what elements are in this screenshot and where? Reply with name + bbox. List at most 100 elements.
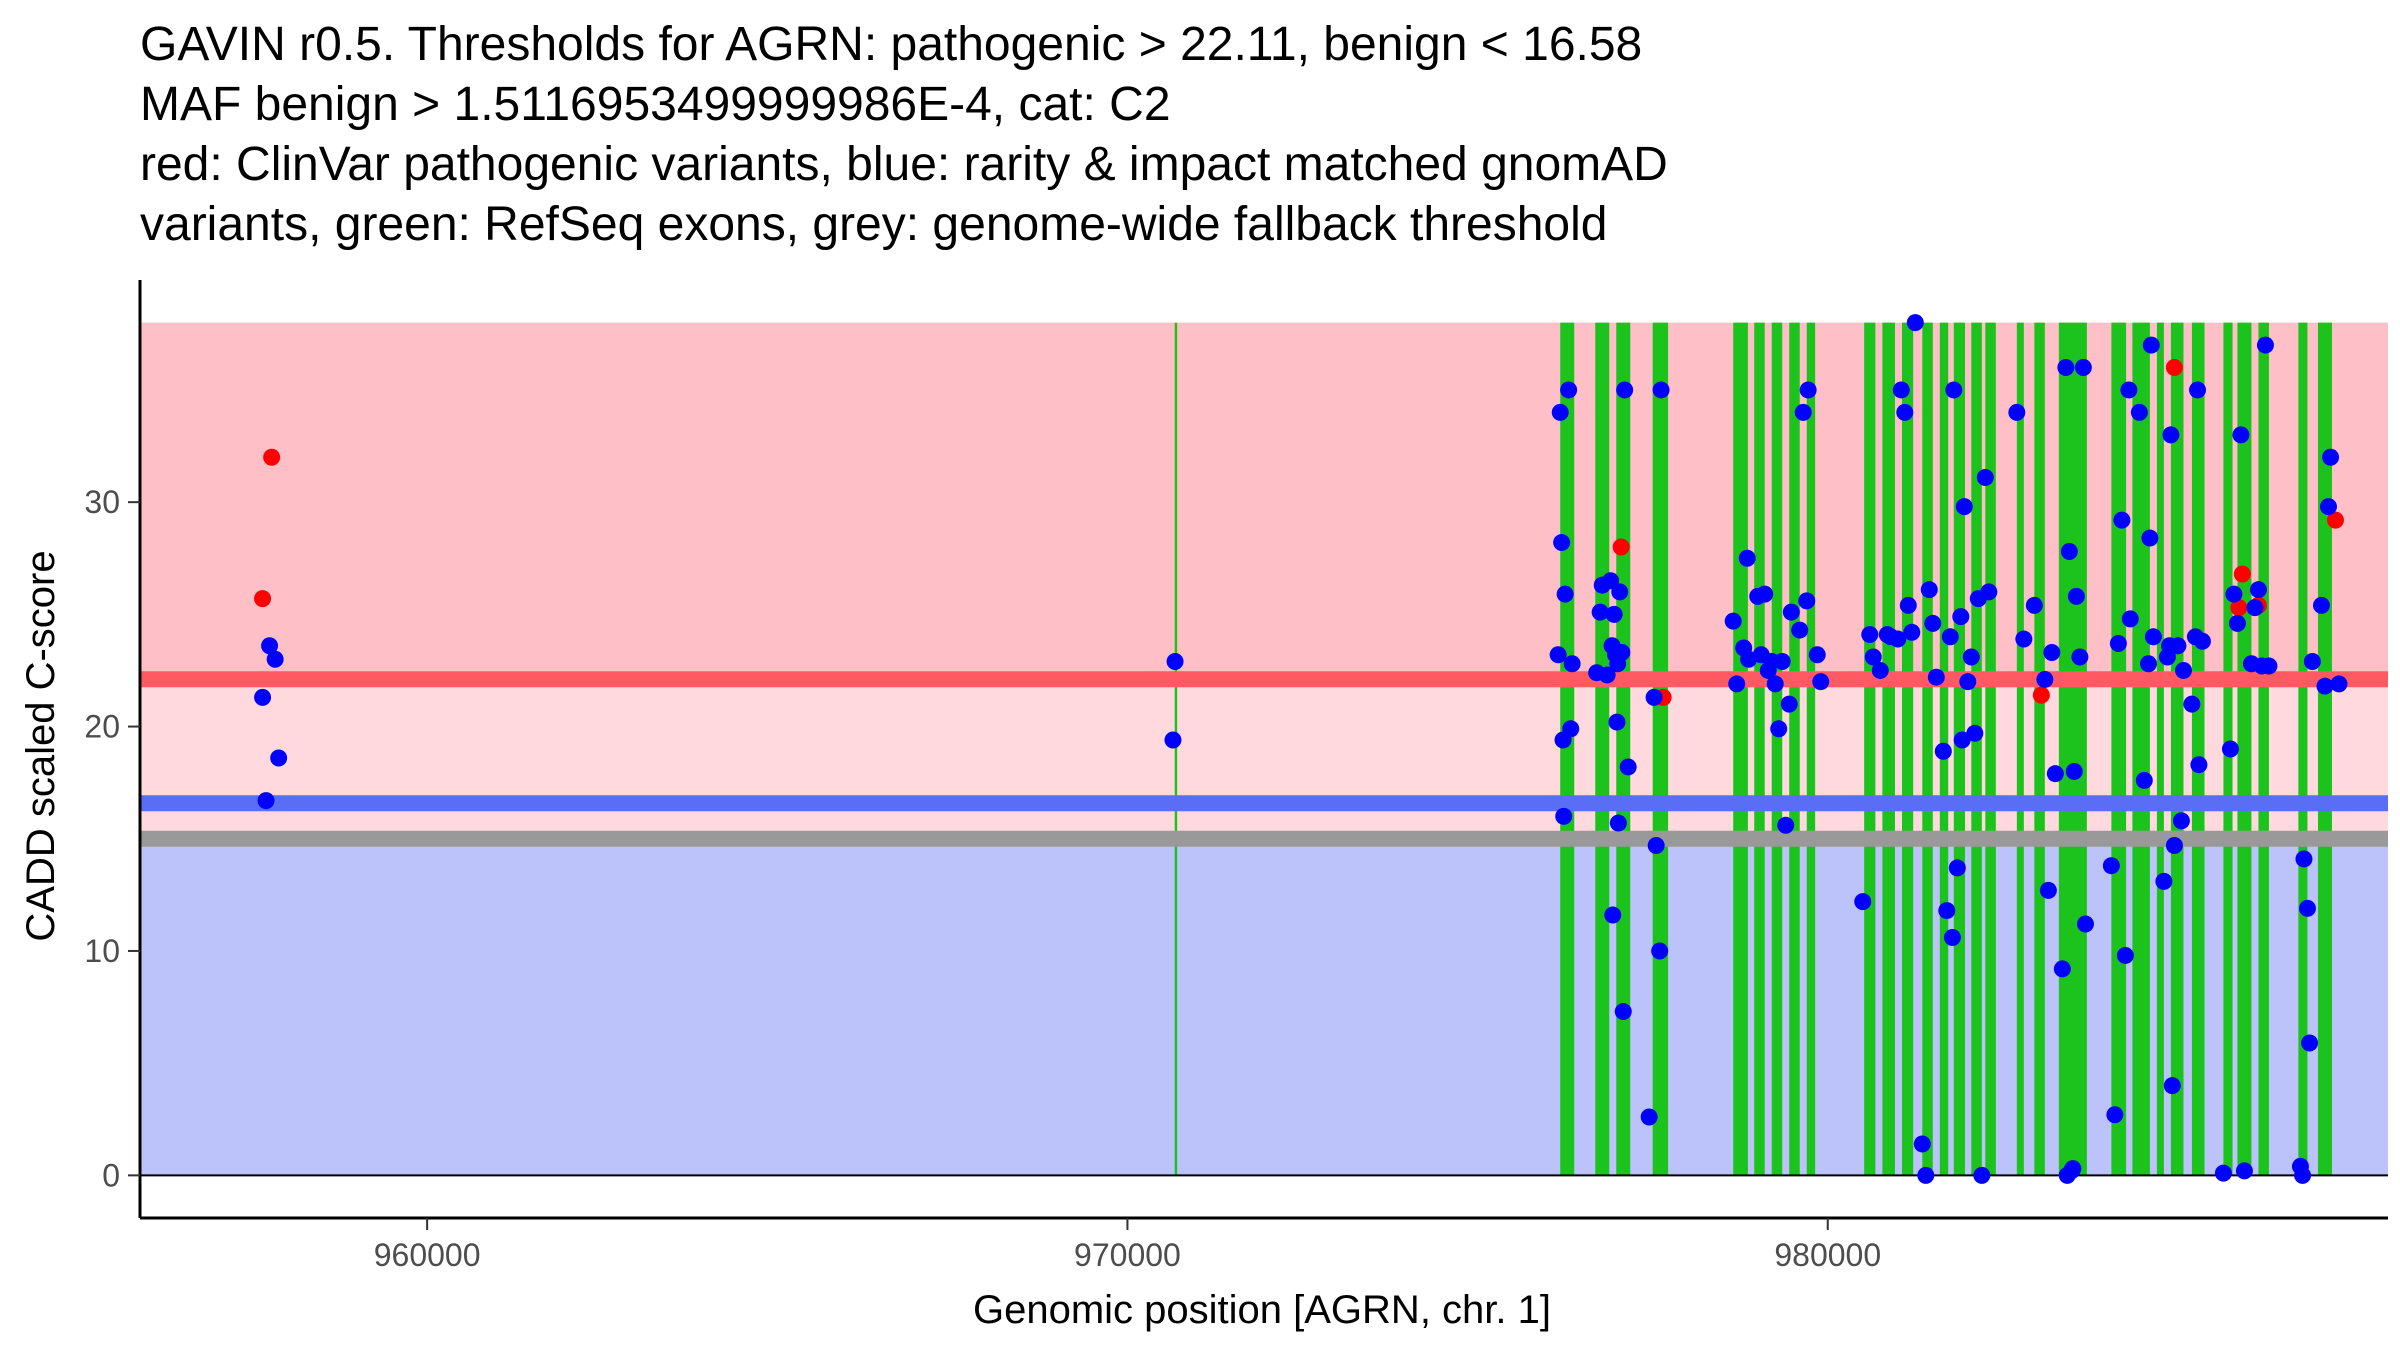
clinvar-point [2233, 565, 2251, 583]
gnomad-point [1896, 403, 1914, 421]
gnomad-point [1966, 724, 1984, 742]
exon-bar [1985, 322, 1996, 1176]
plot-area: 0 10 20 30 960000 970000 980000 [84, 280, 2388, 1273]
gnomad-point [2228, 614, 2246, 632]
gnomad-point [1798, 592, 1816, 610]
gnomad-point [2046, 765, 2064, 783]
gnomad-point [1605, 605, 1623, 623]
exon-bar [2016, 322, 2024, 1176]
gnomad-point [2193, 632, 2211, 650]
gnomad-point [2141, 529, 2159, 547]
gnomad-point [2120, 381, 2138, 399]
gnomad-point [1777, 816, 1795, 834]
gnomad-point [1549, 646, 1567, 664]
gnomad-point [2221, 740, 2239, 758]
gnomad-point [1556, 585, 1574, 603]
exon-bar [1733, 322, 1748, 1176]
gnomad-point [2301, 1034, 2319, 1052]
x-tick-label: 980000 [1774, 1237, 1881, 1273]
gnomad-point [1619, 758, 1637, 776]
gnomad-point [1553, 534, 1571, 552]
gnomad-point [1555, 807, 1573, 825]
gnomad-point [2294, 1166, 2312, 1184]
gnomad-point [1613, 644, 1631, 662]
gnomad-point [1948, 859, 1966, 877]
x-axis-label: Genomic position [AGRN, chr. 1] [973, 1288, 1551, 1332]
gnomad-point [1651, 942, 1669, 960]
gnomad-point [1773, 652, 1791, 670]
gnomad-point [261, 637, 279, 655]
exon-bar [1595, 322, 1610, 1176]
gnomad-point [1903, 623, 1921, 641]
gnomad-point [1598, 666, 1616, 684]
gnomad-point [1756, 585, 1774, 603]
y-tick-label: 10 [84, 933, 120, 969]
gnomad-point [1808, 646, 1826, 664]
gnomad-point [1864, 648, 1882, 666]
gnomad-point [1953, 731, 1971, 749]
clinvar-point [263, 448, 281, 466]
y-tick-label: 30 [84, 484, 120, 520]
gnomad-point [1889, 630, 1907, 648]
exon-bar [2170, 322, 2184, 1176]
gnomad-point [1906, 314, 1924, 332]
gnomad-point [2162, 426, 2180, 444]
gnomad-point [1560, 381, 1578, 399]
title-line-2: MAF benign > 1.5116953499999986E-4, cat:… [140, 78, 1171, 131]
gnomad-point [1604, 906, 1622, 924]
exon-bar [2191, 322, 2205, 1176]
gnomad-point [2232, 426, 2250, 444]
gnomad-point [2298, 899, 2316, 917]
exon-bar [1901, 322, 1914, 1176]
gnomad-point [1941, 628, 1959, 646]
exon-bar [1971, 322, 1982, 1176]
gnomad-point [2319, 498, 2337, 516]
gnomad-point [2130, 403, 2148, 421]
gnomad-point [2076, 915, 2094, 933]
gnomad-point [2116, 946, 2134, 964]
gnomad-point [1854, 893, 1872, 911]
gnomad-point [1614, 1003, 1632, 1021]
gnomad-point [2155, 872, 2173, 890]
gnomad-point [1913, 1135, 1931, 1153]
gnomad-point [2139, 655, 2157, 673]
gnomad-point [2165, 836, 2183, 854]
gnomad-point [2106, 1106, 2124, 1124]
gnomad-point [1652, 381, 1670, 399]
title-line-1: GAVIN r0.5. Thresholds for AGRN: pathoge… [140, 18, 1642, 71]
exon-bar [2258, 322, 2269, 1176]
gnomad-point [2113, 511, 2131, 529]
gnomad-point [1943, 928, 1961, 946]
gnomad-point [2102, 857, 2120, 875]
gnomad-point [1934, 742, 1952, 760]
gnomad-point [2246, 599, 2264, 617]
gnomad-point [2249, 581, 2267, 599]
gnomad-point [2060, 543, 2078, 561]
gnomad-point [266, 650, 284, 668]
gnomad-point [2163, 1077, 2181, 1095]
gnomad-point [1562, 720, 1580, 738]
gnomad-point [2214, 1164, 2232, 1182]
exon-bar [2132, 322, 2150, 1176]
gnomad-point [2183, 695, 2201, 713]
gnomad-point [1770, 720, 1788, 738]
chart-title: GAVIN r0.5. Thresholds for AGRN: pathoge… [140, 18, 1668, 251]
gnomad-point [1791, 621, 1809, 639]
benign-region [140, 838, 2388, 1176]
gnomad-point [1609, 814, 1627, 832]
exon-bar [2237, 322, 2252, 1176]
gnomad-point [1871, 661, 1889, 679]
gnomad-point [1645, 688, 1663, 706]
y-tick-label: 0 [102, 1157, 120, 1193]
gnomad-point [1812, 673, 1830, 691]
exon-bar [1174, 322, 1178, 1176]
gnomad-point [2135, 771, 2153, 789]
pathogenic-region [140, 322, 2388, 680]
exon-bar [2317, 322, 2332, 1176]
gnomad-point [1728, 675, 1746, 693]
gnomad-point [2260, 657, 2278, 675]
gnomad-point [1166, 652, 1184, 670]
gnomad-point [2053, 960, 2071, 978]
gnomad-point [1608, 713, 1626, 731]
